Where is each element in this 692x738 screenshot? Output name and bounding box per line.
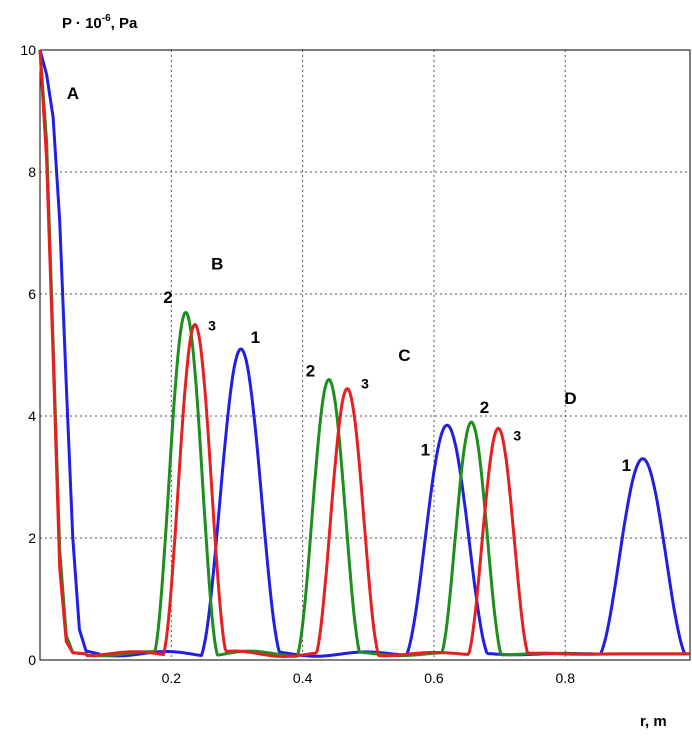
y-axis-label: P · 10-6, Pa	[62, 13, 138, 32]
plot-frame	[39, 49, 691, 661]
tick-labels: 0.2 0.4 0.6 0.8 0 2 4 6 8 10	[20, 42, 575, 686]
annotation-label: B	[211, 255, 223, 274]
annotation-label: 1	[622, 456, 631, 475]
annotation-label: C	[398, 346, 410, 365]
annotation-label: D	[564, 389, 576, 408]
x-tick-label: 0.6	[424, 670, 444, 686]
annotation-label: 3	[361, 376, 369, 392]
annotation-label: 3	[208, 318, 216, 334]
y-tick-label: 4	[28, 408, 36, 424]
grid-lines	[40, 50, 690, 660]
y-tick-label: 6	[28, 286, 36, 302]
y-axis-label-unit: , Pa	[111, 15, 138, 32]
annotation-label: 1	[251, 328, 260, 347]
y-axis-label-base: P · 10	[62, 15, 102, 32]
series-line-3	[38, 49, 691, 658]
series-layer	[38, 49, 691, 658]
annotation-label: 2	[306, 361, 315, 380]
annotation-label: 3	[513, 427, 521, 443]
annotation-label: 2	[480, 398, 489, 417]
x-tick-label: 0.8	[556, 670, 576, 686]
x-tick-label: 0.4	[293, 670, 313, 686]
y-tick-label: 8	[28, 164, 36, 180]
y-tick-label: 2	[28, 530, 36, 546]
x-axis-label: r, m	[640, 713, 667, 730]
y-axis-label-exponent: -6	[102, 13, 111, 24]
y-tick-label: 10	[20, 42, 36, 58]
y-tick-label: 0	[28, 652, 36, 668]
annotation-label: 1	[421, 441, 430, 460]
curve-annotations: A B C D 2 3 1 2 3 1 2 3 1	[67, 84, 631, 475]
x-tick-label: 0.2	[162, 670, 182, 686]
annotation-label: A	[67, 84, 79, 103]
annotation-label: 2	[163, 288, 172, 307]
